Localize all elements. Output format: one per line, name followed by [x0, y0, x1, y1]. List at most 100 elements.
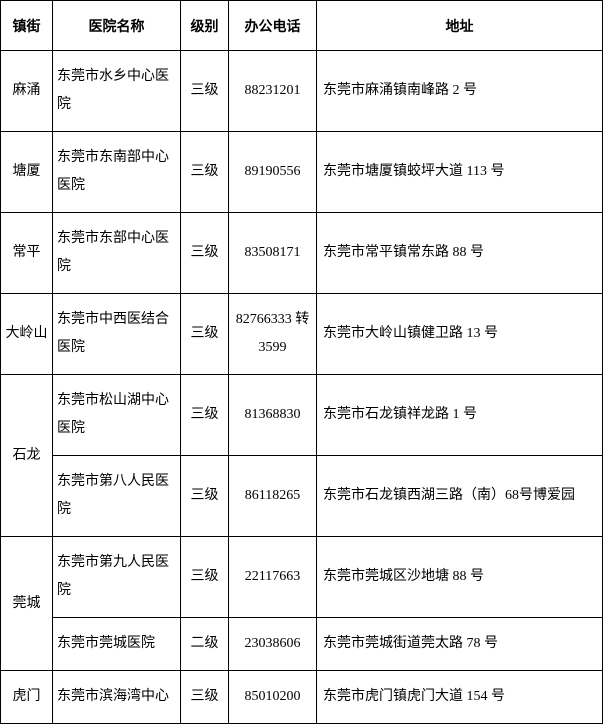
cell-level: 三级 [181, 375, 229, 456]
level-text: 三级 [181, 389, 228, 441]
table-header: 镇街 医院名称 级别 办公电话 地址 [1, 1, 603, 51]
cell-address: 东莞市麻涌镇南峰路 2 号 [317, 51, 603, 132]
level-text: 二级 [181, 618, 228, 670]
level-text: 三级 [181, 551, 228, 603]
phone-text: 83508171 [229, 227, 316, 279]
cell-phone: 88231201 [229, 51, 317, 132]
address-text: 东莞市塘厦镇蛟坪大道 113 号 [317, 146, 602, 198]
cell-phone: 85010200 [229, 671, 317, 724]
cell-phone: 83508171 [229, 213, 317, 294]
header-phone-label: 办公电话 [229, 16, 316, 36]
phone-text: 82766333 转3599 [229, 294, 316, 374]
town-text: 塘厦 [1, 146, 52, 198]
cell-phone: 82766333 转3599 [229, 294, 317, 375]
cell-address: 东莞市莞城街道莞太路 78 号 [317, 618, 603, 671]
cell-hospital: 东莞市水乡中心医院 [53, 51, 181, 132]
table-row: 石龙东莞市松山湖中心医院三级81368830东莞市石龙镇祥龙路 1 号 [1, 375, 603, 456]
address-text: 东莞市石龙镇西湖三路（南）68号博爱园 [317, 470, 602, 522]
cell-level: 三级 [181, 294, 229, 375]
cell-phone: 86118265 [229, 456, 317, 537]
cell-hospital: 东莞市东南部中心医院 [53, 132, 181, 213]
hospital-text: 东莞市第九人民医院 [53, 537, 180, 617]
phone-text: 88231201 [229, 65, 316, 117]
address-text: 东莞市莞城区沙地塘 88 号 [317, 551, 602, 603]
cell-address: 东莞市塘厦镇蛟坪大道 113 号 [317, 132, 603, 213]
cell-address: 东莞市莞城区沙地塘 88 号 [317, 537, 603, 618]
hospital-text: 东莞市中西医结合医院 [53, 294, 180, 374]
hospital-text: 东莞市水乡中心医院 [53, 51, 180, 131]
cell-town: 塘厦 [1, 132, 53, 213]
header-level-label: 级别 [181, 16, 228, 36]
table-row: 东莞市莞城医院二级23038606东莞市莞城街道莞太路 78 号 [1, 618, 603, 671]
table-row: 大岭山东莞市中西医结合医院三级82766333 转3599东莞市大岭山镇健卫路 … [1, 294, 603, 375]
header-hospital: 医院名称 [53, 1, 181, 51]
cell-hospital: 东莞市滨海湾中心 [53, 671, 181, 724]
phone-text: 81368830 [229, 389, 316, 441]
cell-hospital: 东莞市东部中心医院 [53, 213, 181, 294]
cell-address: 东莞市常平镇常东路 88 号 [317, 213, 603, 294]
cell-town: 莞城 [1, 537, 53, 671]
header-hospital-label: 医院名称 [53, 16, 180, 36]
cell-level: 三级 [181, 671, 229, 724]
cell-town: 大岭山 [1, 294, 53, 375]
cell-level: 三级 [181, 456, 229, 537]
header-town-label: 镇街 [1, 16, 52, 36]
level-text: 三级 [181, 146, 228, 198]
address-text: 东莞市莞城街道莞太路 78 号 [317, 618, 602, 670]
cell-address: 东莞市大岭山镇健卫路 13 号 [317, 294, 603, 375]
level-text: 三级 [181, 308, 228, 360]
table-row: 东莞市第八人民医院三级86118265东莞市石龙镇西湖三路（南）68号博爱园 [1, 456, 603, 537]
cell-phone: 22117663 [229, 537, 317, 618]
cell-hospital: 东莞市松山湖中心医院 [53, 375, 181, 456]
cell-phone: 23038606 [229, 618, 317, 671]
phone-text: 22117663 [229, 551, 316, 603]
hospital-table: 镇街 医院名称 级别 办公电话 地址 麻涌东莞市水乡中心医院三级88231201… [0, 0, 603, 724]
hospital-text: 东莞市莞城医院 [53, 618, 180, 670]
address-text: 东莞市麻涌镇南峰路 2 号 [317, 65, 602, 117]
phone-text: 23038606 [229, 618, 316, 670]
table-body: 麻涌东莞市水乡中心医院三级88231201东莞市麻涌镇南峰路 2 号塘厦东莞市东… [1, 51, 603, 724]
town-text: 莞城 [1, 578, 52, 630]
phone-text: 89190556 [229, 146, 316, 198]
header-row: 镇街 医院名称 级别 办公电话 地址 [1, 1, 603, 51]
table-row: 麻涌东莞市水乡中心医院三级88231201东莞市麻涌镇南峰路 2 号 [1, 51, 603, 132]
cell-phone: 89190556 [229, 132, 317, 213]
address-text: 东莞市常平镇常东路 88 号 [317, 227, 602, 279]
cell-hospital: 东莞市第九人民医院 [53, 537, 181, 618]
cell-hospital: 东莞市中西医结合医院 [53, 294, 181, 375]
header-phone: 办公电话 [229, 1, 317, 51]
town-text: 虎门 [1, 671, 52, 723]
cell-hospital: 东莞市莞城医院 [53, 618, 181, 671]
header-address: 地址 [317, 1, 603, 51]
table-row: 塘厦东莞市东南部中心医院三级89190556东莞市塘厦镇蛟坪大道 113 号 [1, 132, 603, 213]
cell-level: 三级 [181, 537, 229, 618]
address-text: 东莞市石龙镇祥龙路 1 号 [317, 389, 602, 441]
cell-level: 三级 [181, 51, 229, 132]
cell-level: 三级 [181, 213, 229, 294]
cell-town: 常平 [1, 213, 53, 294]
table-row: 虎门东莞市滨海湾中心三级85010200东莞市虎门镇虎门大道 154 号 [1, 671, 603, 724]
level-text: 三级 [181, 65, 228, 117]
phone-text: 85010200 [229, 671, 316, 723]
cell-address: 东莞市虎门镇虎门大道 154 号 [317, 671, 603, 724]
cell-phone: 81368830 [229, 375, 317, 456]
header-town: 镇街 [1, 1, 53, 51]
address-text: 东莞市大岭山镇健卫路 13 号 [317, 308, 602, 360]
town-text: 大岭山 [1, 308, 52, 360]
level-text: 三级 [181, 227, 228, 279]
hospital-text: 东莞市滨海湾中心 [53, 671, 180, 723]
hospital-text: 东莞市东部中心医院 [53, 213, 180, 293]
hospital-text: 东莞市第八人民医院 [53, 456, 180, 536]
cell-level: 三级 [181, 132, 229, 213]
cell-level: 二级 [181, 618, 229, 671]
hospital-text: 东莞市东南部中心医院 [53, 132, 180, 212]
table-row: 常平东莞市东部中心医院三级83508171东莞市常平镇常东路 88 号 [1, 213, 603, 294]
cell-address: 东莞市石龙镇西湖三路（南）68号博爱园 [317, 456, 603, 537]
town-text: 石龙 [1, 430, 52, 482]
phone-text: 86118265 [229, 470, 316, 522]
town-text: 常平 [1, 227, 52, 279]
cell-address: 东莞市石龙镇祥龙路 1 号 [317, 375, 603, 456]
level-text: 三级 [181, 470, 228, 522]
address-text: 东莞市虎门镇虎门大道 154 号 [317, 671, 602, 723]
table-row: 莞城东莞市第九人民医院三级22117663东莞市莞城区沙地塘 88 号 [1, 537, 603, 618]
